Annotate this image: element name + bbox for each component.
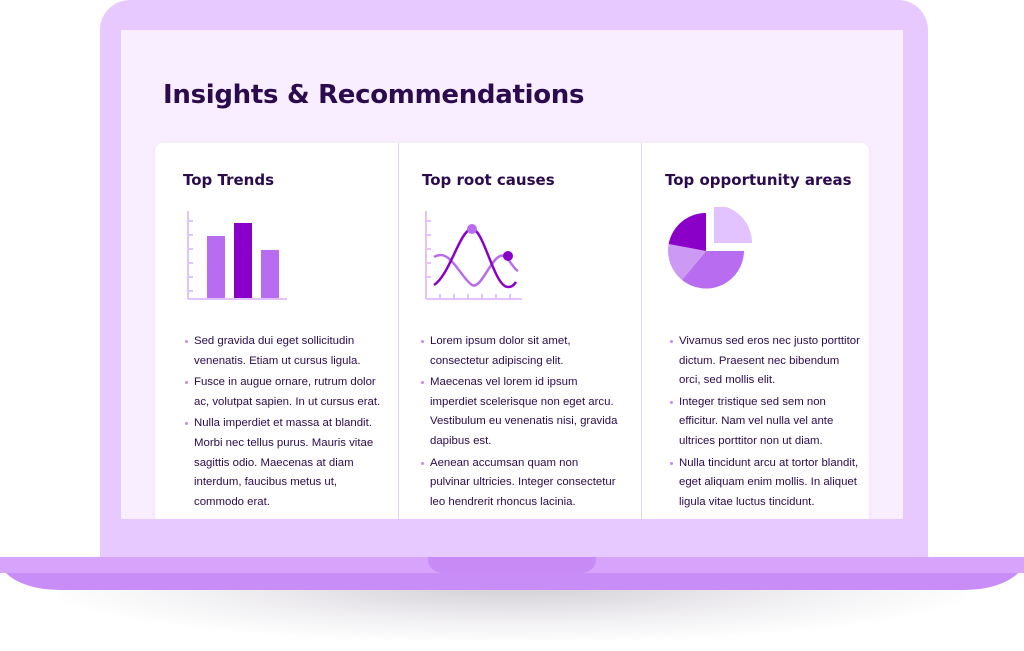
list-item: Nulla tincidunt arcu at tortor blandit, …	[670, 454, 860, 513]
column-top-root-causes: Top root causes	[398, 143, 641, 519]
page-title: Insights & Recommendations	[163, 80, 585, 110]
list-item: Sed gravida dui eget sollicitudin venena…	[185, 332, 385, 371]
column-top-opportunity-areas: Top opportunity areas Vivamus sed eros n…	[641, 143, 869, 519]
insights-card: Top Trends	[155, 143, 869, 519]
column-top-trends: Top Trends	[155, 143, 398, 519]
bullet-list: Lorem ipsum dolor sit amet, consectetur …	[421, 332, 621, 514]
pie-chart-icon	[654, 205, 764, 312]
list-item: Integer tristique sed sem non efficitur.…	[670, 393, 860, 452]
column-title: Top opportunity areas	[665, 171, 852, 189]
list-item: Vivamus sed eros nec justo porttitor dic…	[670, 332, 860, 391]
list-item: Aenean accumsan quam non pulvinar ultric…	[421, 454, 621, 513]
wave-chart-icon	[422, 207, 532, 312]
list-item: Maecenas vel lorem id ipsum imperdiet sc…	[421, 373, 621, 451]
column-title: Top root causes	[422, 171, 555, 189]
list-item: Lorem ipsum dolor sit amet, consectetur …	[421, 332, 621, 371]
list-item: Nulla imperdiet et massa at blandit. Mor…	[185, 414, 385, 512]
laptop-trackpad-notch	[428, 557, 596, 573]
column-title: Top Trends	[183, 171, 275, 189]
bullet-list: Vivamus sed eros nec justo porttitor dic…	[670, 332, 860, 514]
bullet-list: Sed gravida dui eget sollicitudin venena…	[185, 332, 385, 514]
bar-chart-icon	[183, 207, 293, 312]
laptop-screen: Insights & Recommendations Top Trends	[121, 30, 903, 519]
list-item: Fusce in augue ornare, rutrum dolor ac, …	[185, 373, 385, 412]
